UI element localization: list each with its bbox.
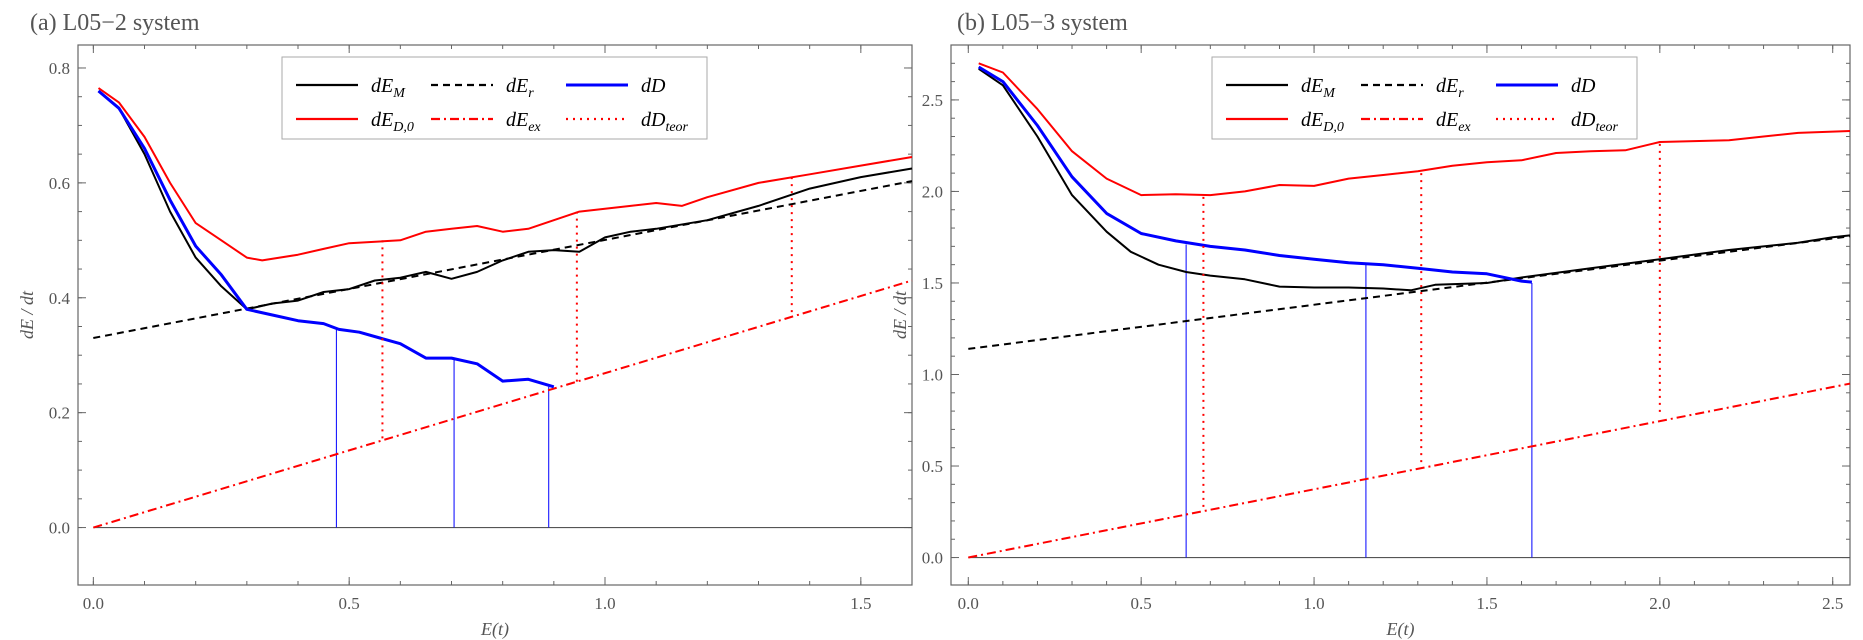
series-dE_D0 [978, 62, 1851, 197]
legend-label-dE_M: dEM [371, 75, 406, 101]
y-axis-label: dE / dt [890, 290, 910, 339]
legend-label-dE_M: dEM [1301, 75, 1336, 101]
series-dE_ex [93, 279, 913, 529]
legend-label-dE_D0: dED,0 [1301, 109, 1344, 135]
x-tick-label: 2.0 [1649, 594, 1670, 613]
legend-label-base: dD [641, 75, 666, 97]
legend-label-base: dE [371, 109, 393, 131]
x-tick-label: 1.5 [1476, 594, 1497, 613]
legend-label-dE_D0: dED,0 [371, 109, 414, 135]
x-tick-label: 0.0 [958, 594, 979, 613]
y-tick-label: 2.0 [922, 182, 943, 201]
legend-label-base: dD [1571, 109, 1596, 131]
x-axis-label: E(t) [1386, 619, 1415, 640]
legend-box [281, 56, 708, 140]
legend-label-subscript: M [1322, 86, 1336, 101]
legend-label-base: dE [1436, 75, 1458, 97]
series-dE_D0 [97, 87, 913, 262]
legend-label-dD_teor: dDteor [641, 109, 689, 135]
legend-label-base: dE [1301, 109, 1323, 131]
legend-label-dD_teor: dDteor [1571, 109, 1619, 135]
legend-label-dD: dD [1571, 75, 1596, 97]
series-dE_M [97, 90, 913, 311]
x-axis-label: E(t) [480, 619, 509, 640]
legend-label-base: dD [1571, 75, 1596, 97]
x-tick-label: 1.0 [594, 594, 615, 613]
legend-label-subscript: M [392, 86, 406, 101]
legend-label-subscript: teor [1595, 120, 1618, 135]
y-tick-label: 2.5 [922, 91, 943, 110]
y-tick-label: 0.0 [922, 549, 943, 568]
legend-label-base: dE [1436, 109, 1458, 131]
legend-label-subscript: ex [1458, 120, 1471, 135]
legend-label-subscript: r [1458, 86, 1464, 101]
legend-label-base: dE [371, 75, 393, 97]
legend-box [1211, 56, 1638, 140]
chart-title: (a) L05−2 system [30, 10, 200, 36]
x-tick-label: 0.5 [1131, 594, 1152, 613]
legend-label-subscript: r [528, 86, 534, 101]
panel-b: (b) L05−3 system 0.0 0.5 1.0 1.5 2.0 2.5 0.0 0.5… [890, 10, 1851, 640]
series-dD [977, 65, 1533, 284]
legend-label-base: dD [641, 109, 666, 131]
y-tick-label: 0.4 [49, 289, 71, 308]
panel-a: (a) L05−2 system 0.0 0.5 1.0 1.5 0.0 0.2 0.4 0.6… [17, 10, 913, 640]
x-tick-label: 0.5 [339, 594, 360, 613]
plot-frame [77, 44, 913, 586]
x-tick-label: 1.5 [850, 594, 871, 613]
legend-label-dD: dD [641, 75, 666, 97]
legend-label-dE_ex: dEex [506, 109, 541, 135]
series-dE_r [968, 235, 1851, 350]
y-axis-label: dE / dt [17, 290, 37, 339]
chart-title: (b) L05−3 system [957, 10, 1128, 36]
legend-label-base: dE [1301, 75, 1323, 97]
legend-label-subscript: D,0 [392, 120, 414, 135]
plot-frame [950, 44, 1851, 586]
legend-label-dE_ex: dEex [1436, 109, 1471, 135]
legend-label-dE_r: dEr [506, 75, 534, 101]
y-tick-label: 1.5 [922, 274, 943, 293]
x-tick-label: 0.0 [83, 594, 104, 613]
legend-label-subscript: teor [665, 120, 688, 135]
legend-label-base: dE [506, 75, 528, 97]
y-tick-label: 0.6 [49, 174, 70, 193]
x-tick-label: 1.0 [1303, 594, 1324, 613]
y-tick-label: 0.0 [49, 519, 70, 538]
series-dE_r [93, 180, 913, 339]
y-tick-label: 0.2 [49, 404, 70, 423]
legend-label-dE_r: dEr [1436, 75, 1464, 101]
y-tick-label: 0.8 [49, 59, 70, 78]
legend-label-base: dE [506, 109, 528, 131]
series-dD [97, 89, 555, 389]
legend-label-subscript: D,0 [1322, 120, 1344, 135]
y-tick-label: 0.5 [922, 457, 943, 476]
series-dE_M [978, 67, 1851, 292]
series-dE_ex [968, 382, 1851, 559]
y-tick-label: 1.0 [922, 365, 943, 384]
x-tick-label: 2.5 [1822, 594, 1843, 613]
legend-label-subscript: ex [528, 120, 541, 135]
